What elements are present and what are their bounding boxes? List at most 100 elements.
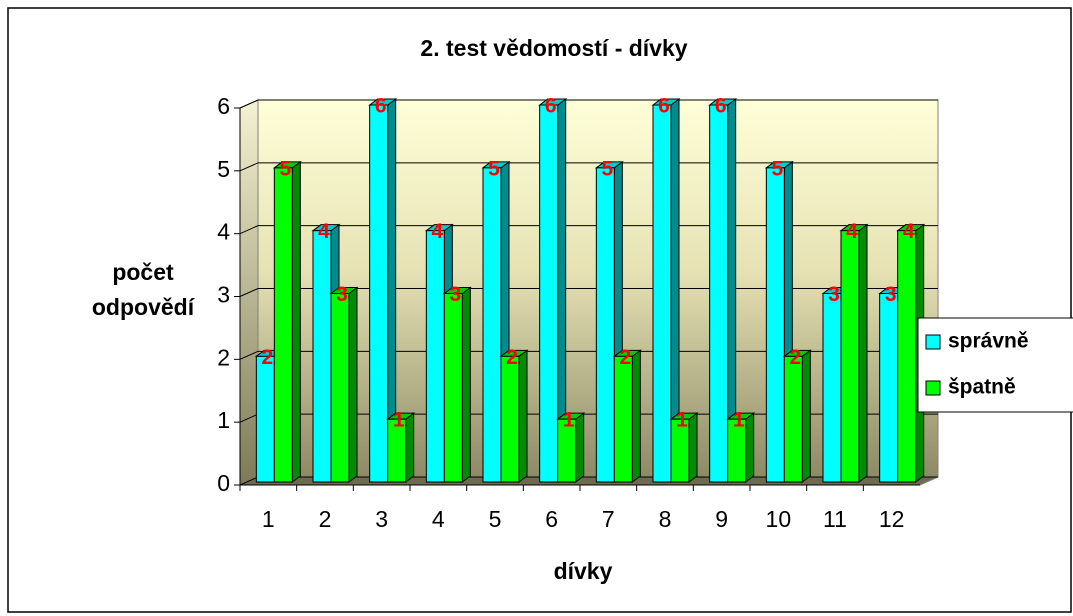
bar-side (688, 412, 698, 483)
bar-group (651, 98, 681, 483)
bar (595, 167, 615, 483)
y-tick-label: 3 (217, 282, 230, 308)
bar (273, 167, 293, 483)
data-label: 4 (846, 220, 858, 243)
data-label: 3 (336, 283, 348, 306)
bar-group (612, 349, 642, 483)
bar (557, 418, 577, 483)
data-label: 2 (619, 346, 631, 369)
bar-group (329, 286, 359, 483)
bar (652, 104, 672, 483)
data-label: 1 (563, 409, 575, 432)
data-label: 6 (658, 95, 670, 118)
bar (765, 167, 785, 483)
bar-group (839, 223, 869, 483)
bar (670, 418, 690, 483)
bar-side (631, 349, 641, 483)
x-axis-title: dívky (554, 558, 613, 584)
bar-side (575, 412, 585, 483)
bar-group (538, 98, 568, 483)
bar (709, 104, 729, 483)
x-tick-label: 5 (489, 506, 502, 532)
y-tick-label: 6 (217, 93, 230, 119)
data-label: 1 (676, 409, 688, 432)
x-tick-label: 2 (319, 506, 332, 532)
legend-swatch (925, 380, 941, 396)
data-label: 4 (431, 220, 443, 243)
data-label: 3 (885, 283, 897, 306)
x-tick-label: 9 (715, 506, 728, 532)
legend-label: špatně (948, 376, 1016, 399)
data-label: 2 (789, 346, 801, 369)
bar (443, 293, 463, 483)
bar-group (442, 286, 472, 483)
bar (425, 230, 445, 483)
bar (500, 355, 520, 483)
y-axis-title: počet odpovědí (91, 259, 195, 320)
bar (613, 355, 633, 483)
y-tick-label: 1 (217, 407, 230, 433)
data-label: 6 (715, 95, 727, 118)
bar-group (669, 412, 699, 483)
bar-group (386, 412, 416, 483)
data-label: 5 (601, 157, 613, 180)
x-tick-label: 12 (879, 506, 905, 532)
y-tick-label: 5 (217, 156, 230, 182)
bar (539, 104, 559, 483)
bar (387, 418, 407, 483)
x-tick-label: 1 (262, 506, 275, 532)
y-tick-label: 0 (217, 470, 230, 496)
bar (840, 230, 860, 483)
data-label: 5 (279, 157, 291, 180)
bar-side (348, 286, 358, 483)
bar (255, 355, 275, 483)
bar-side (801, 349, 811, 483)
bar-group (782, 349, 812, 483)
grid-line (239, 99, 938, 109)
data-label: 2 (261, 346, 273, 369)
y-tick-label: 4 (217, 219, 230, 245)
bar-side (518, 349, 528, 483)
x-tick-label: 4 (432, 506, 445, 532)
bar-side (461, 286, 471, 483)
x-tick-label: 3 (375, 506, 388, 532)
data-label: 4 (318, 220, 330, 243)
bar (783, 355, 803, 483)
bar-group (556, 412, 586, 483)
bar (727, 418, 747, 483)
data-label: 6 (545, 95, 557, 118)
data-label: 5 (488, 157, 500, 180)
y-tick-label: 2 (217, 344, 230, 370)
bar-side (858, 223, 868, 483)
bar (897, 230, 917, 483)
bar (369, 104, 389, 483)
bar (879, 293, 899, 483)
data-label: 4 (903, 220, 915, 243)
data-label: 3 (828, 283, 840, 306)
bar-side (745, 412, 755, 483)
x-tick-label: 7 (602, 506, 615, 532)
data-label: 1 (733, 409, 745, 432)
x-tick-label: 6 (545, 506, 558, 532)
bar (482, 167, 502, 483)
chart-title: 2. test vědomostí - dívky (420, 35, 687, 61)
x-tick-label: 11 (823, 506, 847, 532)
legend-box (917, 317, 1073, 413)
data-label: 3 (449, 283, 461, 306)
legend-swatch (925, 334, 941, 350)
bar-side (405, 412, 415, 483)
bar-group (272, 160, 302, 483)
data-label: 1 (393, 409, 405, 432)
bar (330, 293, 350, 483)
data-label: 6 (375, 95, 387, 118)
bar-side (291, 160, 301, 483)
x-tick-label: 10 (766, 506, 792, 532)
bar-group (499, 349, 529, 483)
bar (822, 293, 842, 483)
bar-group (726, 412, 756, 483)
bar (312, 230, 332, 483)
data-label: 5 (771, 157, 783, 180)
legend-label: správně (948, 330, 1029, 353)
